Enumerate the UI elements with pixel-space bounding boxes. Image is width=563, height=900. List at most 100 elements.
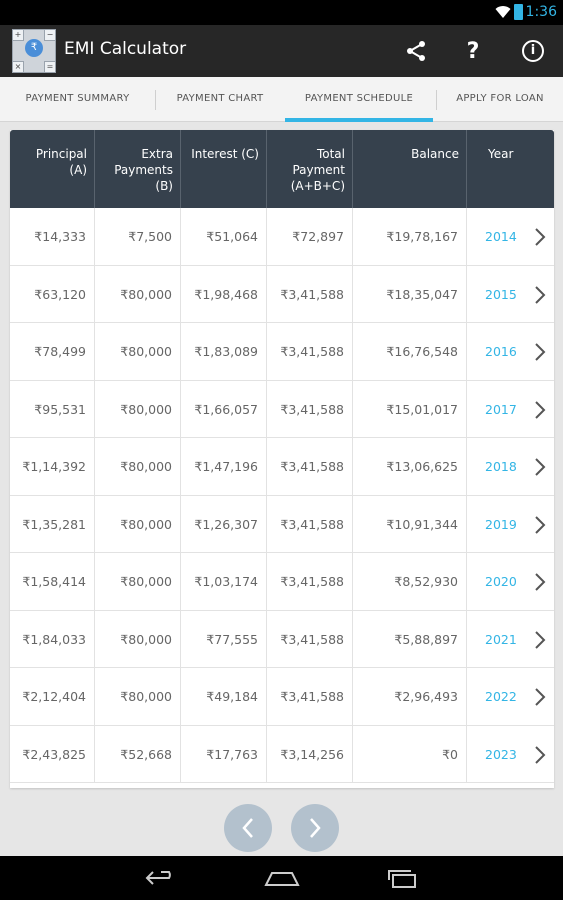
chevron-right-icon[interactable] [534, 458, 546, 476]
recent-apps-icon [388, 870, 416, 888]
cell-principal: ₹1,35,281 [10, 495, 95, 553]
cell-year[interactable]: 2021 [485, 631, 517, 647]
share-button[interactable] [398, 33, 434, 69]
info-icon: i [522, 40, 544, 62]
cell-principal: ₹78,499 [10, 323, 95, 381]
back-icon [145, 871, 171, 885]
info-button[interactable]: i [515, 33, 551, 69]
cell-total-payment: ₹3,14,256 [267, 725, 353, 783]
chevron-right-icon[interactable] [534, 343, 546, 361]
share-icon [407, 41, 425, 61]
cell-extra-payments: ₹80,000 [95, 265, 181, 323]
chevron-right-icon[interactable] [534, 573, 546, 591]
rupee-coin-icon: ₹ [25, 39, 43, 57]
cell-balance: ₹19,78,167 [353, 208, 467, 266]
cell-year[interactable]: 2019 [485, 516, 517, 532]
cell-year[interactable]: 2020 [485, 574, 517, 589]
tab-divider [436, 90, 437, 110]
payment-schedule-table: Principal (A) Extra Payments (B) Interes… [10, 130, 554, 788]
tab-payment-summary[interactable]: PAYMENT SUMMARY [25, 93, 130, 104]
header-line: Year [488, 147, 514, 161]
cell-balance: ₹13,06,625 [353, 438, 467, 496]
next-page-button[interactable] [291, 804, 339, 852]
chevron-right-icon[interactable] [534, 515, 546, 534]
chevron-right-icon[interactable] [534, 745, 546, 764]
chevron-right-icon [310, 818, 321, 838]
table-row[interactable]: ₹2,43,825 ₹52,668 ₹17,763 ₹3,14,256 ₹0 2023 [10, 725, 554, 783]
cell-total-payment: ₹3,41,588 [267, 668, 353, 726]
cell-interest: ₹1,03,174 [181, 553, 267, 611]
header-line: (B) [155, 179, 173, 193]
tab-divider [155, 90, 156, 110]
tab-apply-for-loan[interactable]: APPLY FOR LOAN [456, 93, 544, 104]
previous-page-button[interactable] [224, 804, 272, 852]
cell-total-payment: ₹3,41,588 [267, 265, 353, 323]
header-line: (A+B+C) [290, 179, 345, 193]
cell-year[interactable]: 2022 [485, 689, 517, 704]
calc-key-icon: + [12, 29, 24, 41]
header-line: Extra [141, 147, 173, 161]
cell-interest: ₹1,98,468 [181, 265, 267, 323]
cell-principal: ₹2,43,825 [10, 725, 95, 783]
help-icon: ? [466, 38, 480, 64]
table-row[interactable]: ₹2,12,404 ₹80,000 ₹49,184 ₹3,41,588 ₹2,96,49… [10, 668, 554, 726]
cell-balance: ₹18,35,047 [353, 265, 467, 323]
cell-year[interactable]: 2014 [485, 229, 517, 244]
cell-extra-payments: ₹80,000 [95, 668, 181, 726]
app-icon[interactable]: + − × = ₹ [12, 29, 56, 73]
chevron-right-icon[interactable] [534, 285, 546, 304]
calc-key-icon: = [44, 61, 56, 73]
chevron-right-icon[interactable] [534, 400, 546, 419]
column-header-principal: Principal (A) [10, 130, 95, 208]
column-header-extra-payments: Extra Payments (B) [95, 130, 181, 208]
cell-extra-payments: ₹80,000 [95, 610, 181, 668]
chevron-right-icon[interactable] [534, 228, 546, 246]
cell-year[interactable]: 2015 [485, 286, 517, 302]
cell-principal: ₹14,333 [10, 208, 95, 266]
header-line: Principal [35, 147, 87, 161]
cell-interest: ₹49,184 [181, 668, 267, 726]
cell-principal: ₹1,84,033 [10, 610, 95, 668]
table-row[interactable]: ₹1,84,033 ₹80,000 ₹77,555 ₹3,41,588 ₹5,88,89… [10, 610, 554, 668]
tab-payment-schedule[interactable]: PAYMENT SCHEDULE [285, 77, 433, 122]
cell-extra-payments: ₹80,000 [95, 495, 181, 553]
app-title: EMI Calculator [64, 39, 187, 59]
chevron-left-icon [242, 818, 253, 838]
status-time: 1:36 [525, 4, 557, 20]
cell-balance: ₹10,91,344 [353, 495, 467, 553]
table-row[interactable]: ₹1,35,281 ₹80,000 ₹1,26,307 ₹3,41,588 ₹10,91… [10, 495, 554, 553]
table-row[interactable]: ₹95,531 ₹80,000 ₹1,66,057 ₹3,41,588 ₹15,01,0… [10, 380, 554, 438]
cell-interest: ₹17,763 [181, 725, 267, 783]
table-row[interactable]: ₹1,58,414 ₹80,000 ₹1,03,174 ₹3,41,588 ₹8,52,… [10, 553, 554, 611]
cell-principal: ₹2,12,404 [10, 668, 95, 726]
action-bar: + − × = ₹ EMI Calculator ? i [0, 25, 563, 77]
cell-extra-payments: ₹80,000 [95, 380, 181, 438]
calc-key-icon: − [44, 29, 56, 41]
calc-key-icon: × [12, 61, 24, 73]
cell-year[interactable]: 2023 [485, 746, 517, 762]
cell-year[interactable]: 2018 [485, 459, 517, 474]
cell-extra-payments: ₹80,000 [95, 438, 181, 496]
chevron-right-icon[interactable] [534, 688, 546, 706]
table-header: Principal (A) Extra Payments (B) Interes… [10, 130, 554, 208]
back-button[interactable] [142, 864, 182, 892]
cell-total-payment: ₹3,41,588 [267, 380, 353, 438]
chevron-right-icon[interactable] [534, 630, 546, 649]
table-row[interactable]: ₹14,333 ₹7,500 ₹51,064 ₹72,897 ₹19,78,167 201… [10, 208, 554, 266]
table-row[interactable]: ₹78,499 ₹80,000 ₹1,83,089 ₹3,41,588 ₹16,76,5… [10, 323, 554, 381]
recent-apps-button[interactable] [382, 864, 422, 892]
cell-principal: ₹1,14,392 [10, 438, 95, 496]
cell-principal: ₹1,58,414 [10, 553, 95, 611]
cell-total-payment: ₹72,897 [267, 208, 353, 266]
table-row[interactable]: ₹63,120 ₹80,000 ₹1,98,468 ₹3,41,588 ₹18,35,0… [10, 265, 554, 323]
cell-interest: ₹77,555 [181, 610, 267, 668]
table-row[interactable]: ₹1,14,392 ₹80,000 ₹1,47,196 ₹3,41,588 ₹13,06… [10, 438, 554, 496]
tab-payment-chart[interactable]: PAYMENT CHART [176, 93, 264, 104]
cell-year[interactable]: 2017 [485, 401, 517, 417]
home-button[interactable] [262, 864, 302, 892]
column-header-balance: Balance [353, 130, 467, 208]
header-line: Total [316, 147, 345, 161]
battery-icon [514, 4, 523, 20]
cell-year[interactable]: 2016 [485, 344, 517, 359]
help-button[interactable]: ? [455, 33, 491, 69]
